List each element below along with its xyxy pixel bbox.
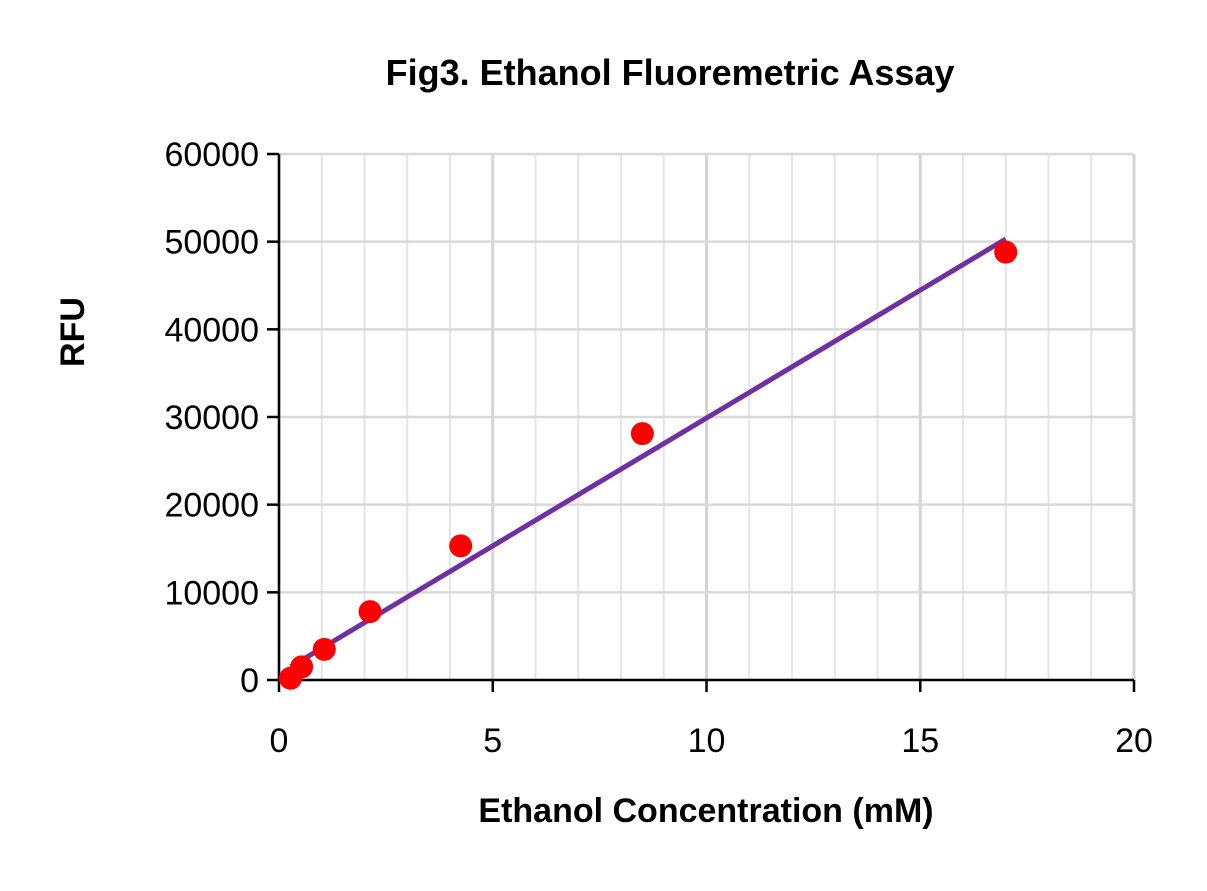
trendline <box>289 236 1008 669</box>
y-tick-label: 10000 <box>164 574 259 612</box>
x-axis-label: Ethanol Concentration (mM) <box>478 792 933 830</box>
y-axis-label: RFU <box>54 297 92 367</box>
axes <box>267 152 1136 692</box>
y-tick-label: 60000 <box>164 136 259 174</box>
trendline-layer <box>289 236 1008 669</box>
data-point <box>449 534 473 558</box>
tick-labels: 0 10000 20000 30000 40000 50000 60000 0 5 10 15 20 <box>164 136 1152 760</box>
data-point <box>630 422 654 446</box>
data-point <box>290 655 314 679</box>
data-points <box>279 240 1018 690</box>
y-tick-label: 30000 <box>164 399 259 437</box>
x-tick-label: 5 <box>483 722 502 760</box>
y-tick-label: 40000 <box>164 311 259 349</box>
x-tick-label: 15 <box>901 722 939 760</box>
x-tick-label: 20 <box>1115 722 1153 760</box>
data-point <box>312 637 336 661</box>
chart-title: Fig3. Ethanol Fluoremetric Assay <box>386 52 955 93</box>
y-tick-label: 50000 <box>164 224 259 262</box>
y-tick-label: 20000 <box>164 487 259 525</box>
data-point <box>358 600 382 624</box>
x-tick-label: 0 <box>270 722 289 760</box>
y-tick-label: 0 <box>240 662 259 700</box>
data-point <box>994 240 1018 264</box>
x-tick-label: 10 <box>688 722 726 760</box>
